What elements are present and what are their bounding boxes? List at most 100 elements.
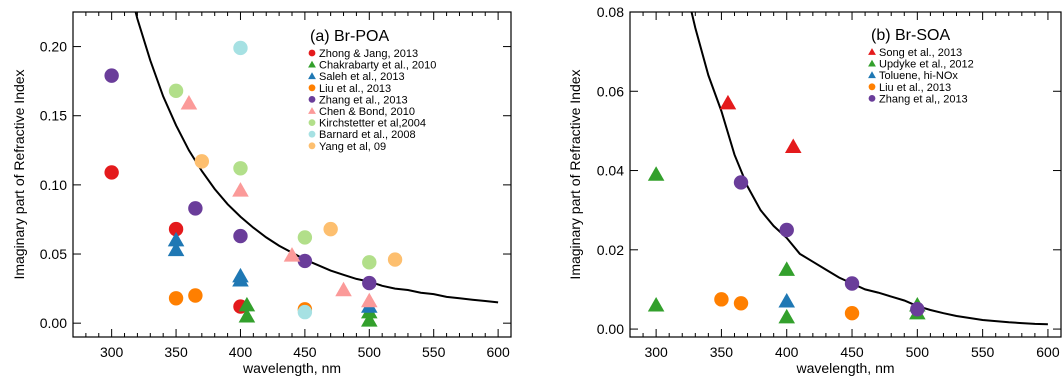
- legend-label: Liu et al., 2013: [879, 82, 951, 94]
- legend-label: Barnard et al., 2008: [319, 129, 416, 141]
- data-point: [910, 302, 925, 317]
- y-axis-label: Imaginary part of Refractive Index: [567, 69, 583, 279]
- data-point: [194, 154, 210, 169]
- data-point: [844, 306, 860, 321]
- y-tick-label: 0.05: [40, 246, 67, 262]
- y-tick-label: 0.04: [597, 163, 624, 179]
- legend-label: Chen & Bond, 2010: [319, 106, 415, 118]
- legend-marker: [308, 130, 316, 138]
- chart-title: (b) Br-SOA: [871, 27, 950, 44]
- x-axis-label: wavelength, nm: [795, 360, 894, 376]
- x-tick-label: 400: [229, 344, 253, 360]
- legend-marker: [308, 119, 316, 126]
- legend-marker: [868, 59, 876, 67]
- legend-label: Yang et al, 09: [319, 141, 386, 153]
- data-point: [167, 241, 185, 257]
- legend-marker: [308, 72, 316, 80]
- data-point: [778, 261, 796, 276]
- legend-marker: [308, 49, 316, 57]
- legend-marker: [308, 107, 316, 114]
- data-point: [283, 247, 301, 262]
- x-tick-label: 400: [775, 344, 799, 360]
- data-point: [647, 166, 665, 181]
- data-point: [233, 228, 248, 244]
- y-tick-label: 0.10: [40, 177, 67, 193]
- legend-marker: [308, 96, 316, 103]
- x-tick-label: 350: [710, 344, 734, 360]
- x-tick-label: 600: [486, 344, 510, 360]
- data-point: [104, 165, 119, 180]
- fit-curve: [690, 12, 1048, 326]
- data-point: [168, 221, 184, 237]
- data-point: [297, 253, 313, 269]
- data-point: [168, 83, 184, 99]
- data-point: [361, 312, 378, 327]
- legend-label: Kirchstetter et al,2004: [319, 118, 426, 130]
- x-tick-label: 450: [840, 344, 864, 360]
- data-point: [104, 68, 119, 83]
- data-point: [188, 288, 203, 303]
- legend-marker: [868, 83, 876, 91]
- legend-marker: [868, 71, 876, 79]
- legend-label: Toluene, hi-NOx: [879, 70, 958, 82]
- chart-title: (a) Br-POA: [310, 28, 389, 45]
- x-tick-label: 450: [293, 344, 317, 360]
- legend-label: Saleh et al., 2013: [319, 71, 405, 83]
- data-point: [297, 230, 313, 245]
- x-tick-label: 300: [100, 344, 124, 360]
- panel-br-soa: (b) Br-SOA wavelength, nm Imaginary part…: [567, 4, 1062, 376]
- x-tick-label: 300: [644, 344, 668, 360]
- legend-label: Song et al., 2013: [879, 47, 962, 59]
- legend-label: Zhang et al,, 2013: [879, 93, 968, 105]
- legend-label: Updyke et al., 2012: [879, 59, 974, 71]
- legend-label: Chakrabarty et al., 2010: [319, 60, 436, 72]
- data-point: [233, 40, 248, 56]
- legend-label: Zhong & Jang, 2013: [319, 48, 418, 60]
- data-point: [168, 291, 184, 306]
- data-point: [361, 292, 378, 308]
- data-point: [297, 304, 313, 320]
- x-axis-label: wavelength, nm: [242, 360, 341, 376]
- data-point: [238, 296, 256, 312]
- legend-marker: [868, 95, 876, 102]
- data-point: [733, 296, 749, 311]
- y-axis-label: Imaginary part of Refractive Index: [11, 69, 27, 279]
- y-tick-label: 0.15: [40, 108, 67, 124]
- y-tick-label: 0.02: [597, 242, 624, 258]
- legend-marker: [308, 60, 316, 68]
- data-point: [232, 272, 249, 287]
- data-point: [362, 275, 377, 291]
- plot-frame: [72, 11, 512, 338]
- legend-label: Liu et al., 2013: [319, 83, 391, 95]
- data-point: [180, 94, 198, 110]
- x-tick-label: 550: [422, 344, 446, 360]
- data-point: [779, 222, 794, 238]
- legend-marker: [308, 142, 316, 150]
- y-tick-label: 0.00: [597, 321, 624, 337]
- data-point: [232, 182, 249, 197]
- data-point: [714, 292, 729, 307]
- x-tick-label: 500: [906, 344, 930, 360]
- data-point: [323, 221, 338, 237]
- data-point: [778, 308, 796, 324]
- data-point: [238, 307, 256, 323]
- y-tick-label: 0.06: [597, 83, 624, 99]
- data-point: [733, 175, 749, 190]
- data-point: [784, 138, 802, 153]
- plot-frame: [629, 11, 1062, 338]
- data-point: [647, 297, 665, 312]
- legend-marker: [308, 84, 316, 92]
- x-tick-label: 550: [971, 344, 995, 360]
- data-point: [719, 94, 737, 110]
- y-tick-label: 0.00: [40, 315, 67, 331]
- panel-br-poa: (a) Br-POA wavelength, nm Imaginary part…: [11, 11, 512, 376]
- y-tick-label: 0.20: [40, 39, 67, 55]
- x-tick-label: 600: [1036, 344, 1060, 360]
- data-point: [844, 276, 860, 291]
- data-point: [362, 255, 377, 270]
- x-tick-label: 500: [358, 344, 382, 360]
- data-point: [778, 293, 796, 308]
- legend-marker: [868, 48, 876, 55]
- data-point: [188, 201, 203, 216]
